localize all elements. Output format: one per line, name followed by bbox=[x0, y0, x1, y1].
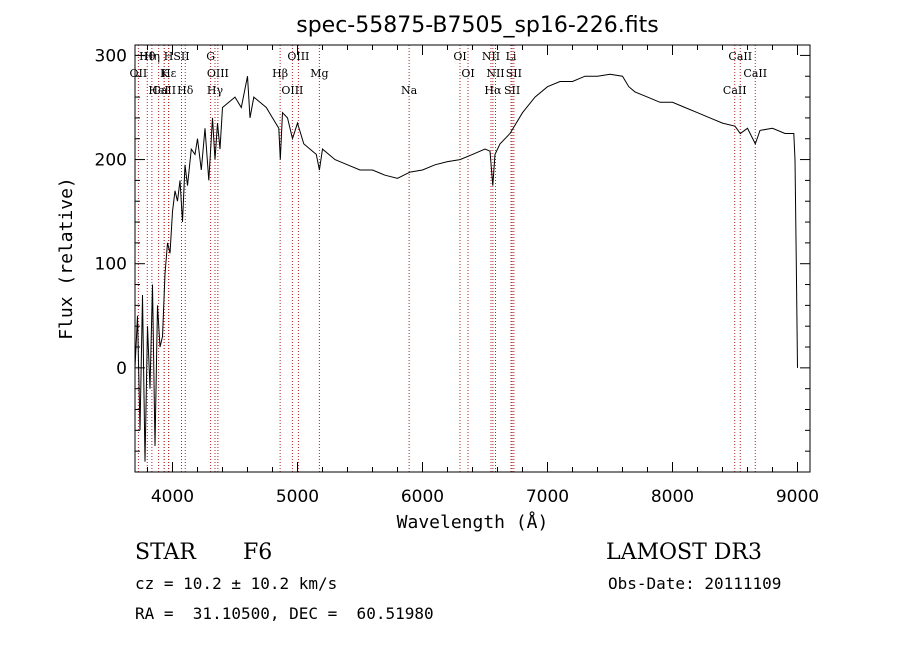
spectral-line-label: SII bbox=[504, 84, 520, 97]
spectral-line-label: Li bbox=[506, 50, 517, 63]
redshift-label: cz = 10.2 ± 10.2 km/s bbox=[135, 574, 338, 593]
spectral-line-label: OIII bbox=[281, 84, 303, 97]
spectral-line-label: Hε bbox=[161, 67, 177, 80]
spectral-line-label: OI bbox=[461, 67, 474, 80]
spectral-line-label: Hθ bbox=[139, 50, 156, 63]
plot-frame bbox=[134, 44, 811, 473]
spectral-line-label: Hη bbox=[144, 50, 160, 63]
spectral-line-label: OI bbox=[453, 50, 466, 63]
spectral-line-label: OIII bbox=[207, 67, 229, 80]
x-tick-label: 9000 bbox=[776, 487, 819, 507]
y-tick-label: 0 bbox=[116, 359, 127, 379]
y-tick-label: 200 bbox=[95, 151, 127, 171]
survey-label: LAMOST DR3 bbox=[606, 540, 762, 565]
spectral-line-label: H bbox=[164, 50, 174, 63]
y-axis-label: Flux (relative) bbox=[56, 177, 77, 340]
spectral-line-label: G bbox=[206, 50, 215, 63]
spectral-line-label: OIII bbox=[287, 50, 309, 63]
spectral-line-label: CaII bbox=[728, 50, 752, 63]
spectral-line-label: Hα bbox=[484, 84, 502, 97]
spectral-line-label: HeI bbox=[148, 84, 168, 97]
y-tick-label: 100 bbox=[95, 255, 127, 275]
x-axis-label: Wavelength (Å) bbox=[397, 511, 549, 533]
coordinates-label: RA = 31.10500, DEC = 60.51980 bbox=[135, 604, 434, 623]
spectral-line-label: SII bbox=[173, 50, 189, 63]
spectral-line-label: CaII bbox=[723, 84, 747, 97]
spectral-line-label: Hβ bbox=[272, 67, 288, 80]
y-tick-label: 300 bbox=[95, 46, 127, 66]
spectral-line-label: NII bbox=[486, 67, 504, 80]
spectral-line-label: Hγ bbox=[207, 84, 224, 97]
spectrum-series-line bbox=[134, 73, 798, 462]
spectral-line-label: CaII bbox=[743, 67, 767, 80]
spectral-line-label: Na bbox=[401, 84, 418, 97]
spectral-line-label: Mg bbox=[310, 67, 328, 80]
spectral-line-label: OII bbox=[130, 67, 148, 80]
spectral-line-label: SII bbox=[506, 67, 522, 80]
chart-title: spec-55875-B7505_sp16-226.fits bbox=[296, 13, 659, 38]
x-tick-label: 4000 bbox=[151, 487, 194, 507]
x-tick-label: 7000 bbox=[526, 487, 569, 507]
object-class: STAR bbox=[135, 540, 196, 565]
obs-date-label: Obs-Date: 20111109 bbox=[608, 574, 782, 593]
x-tick-label: 6000 bbox=[401, 487, 444, 507]
spectral-line-label: CaII bbox=[152, 84, 176, 97]
spectral-line-label: Hδ bbox=[177, 84, 194, 97]
x-tick-label: 8000 bbox=[651, 487, 694, 507]
object-subclass: F6 bbox=[243, 540, 273, 565]
spectral-line-label: NII bbox=[482, 50, 500, 63]
spectral-line-label: K bbox=[160, 67, 169, 80]
x-tick-label: 5000 bbox=[276, 487, 319, 507]
